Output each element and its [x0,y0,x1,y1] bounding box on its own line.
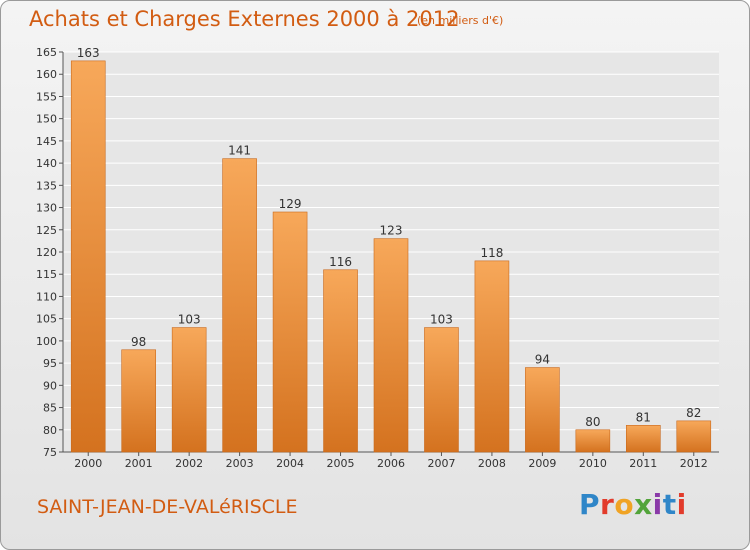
y-tick-label: 110 [36,290,57,303]
x-tick-label: 2000 [74,457,102,470]
y-tick-label: 95 [43,357,57,370]
y-tick-label: 165 [36,46,57,59]
bar-value-label: 118 [480,246,503,260]
x-tick-label: 2012 [680,457,708,470]
bar-value-label: 82 [686,406,701,420]
y-tick-label: 120 [36,246,57,259]
bar-2000 [70,60,106,453]
x-tick-label: 2004 [276,457,304,470]
proxiti-logo[interactable]: Proxiti [579,488,687,521]
bar-2008 [474,260,510,453]
bar-value-label: 81 [636,410,651,424]
bar-2003 [222,158,257,453]
x-tick-label: 2008 [478,457,506,470]
x-tick-label: 2005 [327,457,355,470]
y-tick-label: 115 [36,268,57,281]
bar-value-label: 116 [329,255,352,269]
bar-2005 [323,269,358,453]
y-tick-label: 155 [36,90,57,103]
chart-unit: (en milliers d'€) [417,14,504,27]
bar-2006 [373,238,409,453]
y-tick-label: 140 [36,157,57,170]
bar-value-label: 129 [279,197,302,211]
x-tick-label: 2002 [175,457,203,470]
bar-layer [70,60,712,453]
bar-value-label: 141 [228,144,251,158]
x-tick-label: 2011 [629,457,657,470]
y-tick-label: 135 [36,179,57,192]
bar-value-label: 103 [178,313,201,327]
y-tick-label: 145 [36,135,57,148]
y-tick-label: 100 [36,335,57,348]
bar-2012 [676,420,712,453]
bar-value-label: 80 [585,415,600,429]
bar-2002 [171,327,207,453]
bar-2011 [626,425,661,453]
y-tick-label: 150 [36,113,57,126]
chart-title: Achats et Charges Externes 2000 à 2012 [29,7,460,31]
y-tick-label: 75 [43,446,57,459]
bar-2004 [272,211,308,453]
x-tick-label: 2006 [377,457,405,470]
bar-value-label: 103 [430,313,453,327]
bar-2010 [575,429,611,453]
bar-value-label: 98 [131,335,146,349]
y-tick-label: 80 [43,424,57,437]
y-tick-label: 85 [43,402,57,415]
bar-value-label: 163 [77,46,100,60]
bar-value-label: 123 [380,224,403,238]
y-tick-label: 105 [36,313,57,326]
x-tick-label: 2007 [427,457,455,470]
x-tick-label: 2010 [579,457,607,470]
bar-value-label: 94 [535,353,550,367]
place-name: SAINT-JEAN-DE-VALéRISCLE [37,496,298,518]
bar-2009 [525,367,560,453]
x-tick-label: 2009 [528,457,556,470]
y-tick-label: 125 [36,224,57,237]
x-tick-label: 2001 [125,457,153,470]
y-tick-label: 90 [43,379,57,392]
y-tick-label: 130 [36,202,57,215]
x-tick-label: 2003 [226,457,254,470]
bar-2007 [424,327,459,453]
y-tick-label: 160 [36,68,57,81]
label-layer: 163 2000 98 2001 103 2002 141 2003 129 2004 116 200… [74,46,708,470]
bar-2001 [121,349,156,453]
